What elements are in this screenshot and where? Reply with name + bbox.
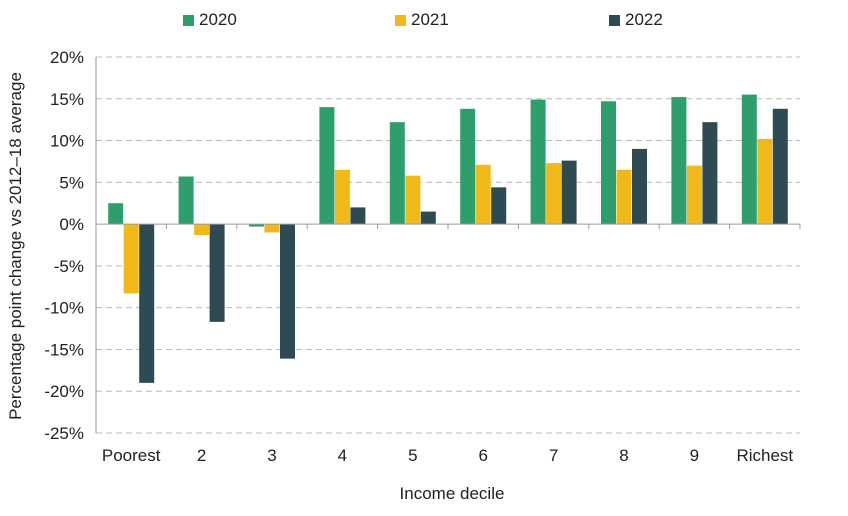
y-tick-label: 5% bbox=[59, 173, 84, 192]
bar bbox=[249, 224, 264, 227]
bar bbox=[741, 94, 757, 225]
x-axis-label: Income decile bbox=[399, 484, 505, 503]
y-tick-label: 10% bbox=[50, 132, 84, 151]
x-tick-label: 2 bbox=[197, 446, 206, 465]
bar bbox=[389, 122, 405, 225]
y-tick-label: -5% bbox=[54, 257, 84, 276]
x-tick-label: Poorest bbox=[102, 446, 161, 465]
legend-swatch-series-1 bbox=[183, 14, 194, 26]
x-tick-label: 5 bbox=[408, 446, 417, 465]
bar bbox=[420, 211, 436, 225]
bar bbox=[194, 224, 210, 235]
y-tick-label: -20% bbox=[44, 382, 84, 401]
bar bbox=[460, 108, 476, 225]
legend-item-series-3: 2022 bbox=[609, 10, 663, 30]
legend: 2020 2021 2022 bbox=[0, 10, 848, 38]
legend-item-series-1: 2020 bbox=[183, 10, 237, 30]
x-tick-label: 8 bbox=[619, 446, 628, 465]
bar bbox=[546, 163, 562, 225]
bar bbox=[123, 224, 139, 294]
x-tick-label: 7 bbox=[549, 446, 558, 465]
bar bbox=[561, 160, 577, 225]
bar bbox=[632, 148, 647, 225]
bar bbox=[139, 224, 155, 383]
legend-swatch-series-3 bbox=[609, 14, 620, 26]
bar bbox=[475, 164, 491, 225]
bar bbox=[108, 203, 124, 225]
bar bbox=[601, 101, 616, 225]
bar bbox=[334, 169, 350, 225]
bar bbox=[350, 207, 366, 225]
bar bbox=[686, 165, 702, 225]
x-tick-label: Richest bbox=[736, 446, 793, 465]
y-tick-label: -25% bbox=[44, 424, 84, 443]
x-tick-label: 3 bbox=[267, 446, 276, 465]
y-tick-label: 15% bbox=[50, 90, 84, 109]
legend-label-series-3: 2022 bbox=[625, 10, 663, 29]
y-axis-label: Percentage point change vs 2012–18 avera… bbox=[6, 72, 25, 420]
x-tick-label: 6 bbox=[478, 446, 487, 465]
bar bbox=[491, 187, 507, 225]
bar bbox=[178, 176, 194, 225]
bar bbox=[671, 97, 687, 225]
bar bbox=[264, 224, 280, 233]
bar bbox=[280, 224, 295, 359]
bar bbox=[405, 175, 421, 225]
bar bbox=[616, 169, 632, 225]
x-tick-label: 9 bbox=[690, 446, 699, 465]
bar bbox=[772, 108, 788, 225]
y-tick-label: -15% bbox=[44, 340, 84, 359]
bar bbox=[209, 224, 225, 322]
y-tick-label: 0% bbox=[59, 215, 84, 234]
x-tick-label: 4 bbox=[338, 446, 347, 465]
bar bbox=[702, 122, 718, 225]
y-tick-label: -10% bbox=[44, 299, 84, 318]
y-tick-label: 20% bbox=[50, 48, 84, 67]
bar bbox=[319, 107, 335, 225]
legend-swatch-series-2 bbox=[395, 14, 406, 26]
legend-item-series-2: 2021 bbox=[395, 10, 449, 30]
legend-label-series-1: 2020 bbox=[199, 10, 237, 29]
bar bbox=[757, 138, 773, 225]
bar bbox=[530, 99, 546, 225]
legend-label-series-2: 2021 bbox=[411, 10, 449, 29]
